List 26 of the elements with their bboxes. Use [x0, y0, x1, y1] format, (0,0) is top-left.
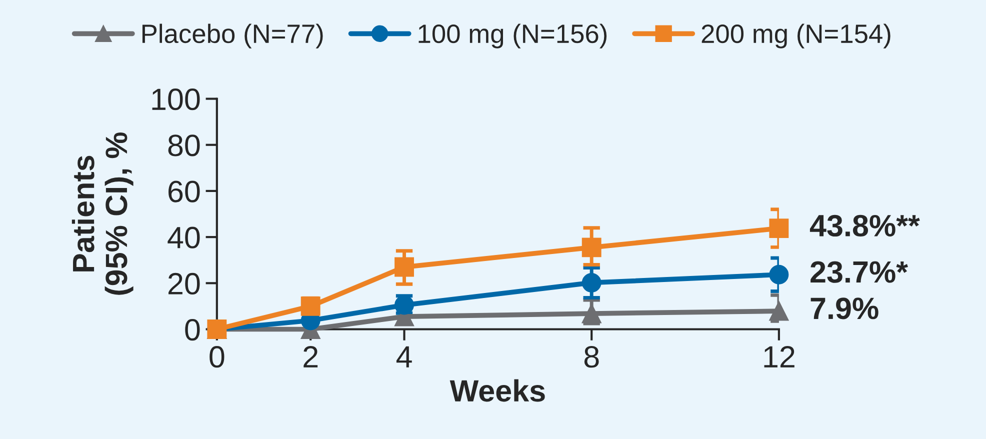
legend-label: 200 mg (N=154) [702, 24, 890, 48]
point [582, 272, 602, 292]
x-tick-label: 12 [764, 346, 794, 368]
point [769, 218, 789, 238]
point [769, 301, 789, 321]
data-label: 43.8%** [810, 214, 920, 237]
legend-label: 100 mg (N=156) [418, 24, 607, 48]
y-tick-label: 0 [185, 318, 200, 341]
y-tick-label: 100 [152, 88, 200, 110]
y-tick-label: 60 [168, 180, 200, 202]
x-tick-label: 4 [396, 346, 412, 368]
point [300, 296, 320, 316]
point [582, 238, 602, 258]
data-label: 23.7%* [810, 261, 908, 283]
x-tick-label: 0 [210, 346, 224, 368]
data-label: 7.9% [810, 298, 878, 320]
legend-label: Placebo (N=77) [142, 24, 323, 48]
y-tick-label: 40 [168, 226, 200, 248]
y-tick-label: 80 [168, 134, 200, 156]
point [394, 257, 414, 277]
point [769, 264, 789, 284]
y-axis-title: Patients (95% CI), % [72, 132, 134, 295]
x-tick-label: 2 [304, 346, 318, 368]
x-tick-label: 8 [584, 346, 599, 368]
x-axis-title: Weeks [450, 379, 545, 402]
y-tick-label: 20 [168, 272, 200, 295]
